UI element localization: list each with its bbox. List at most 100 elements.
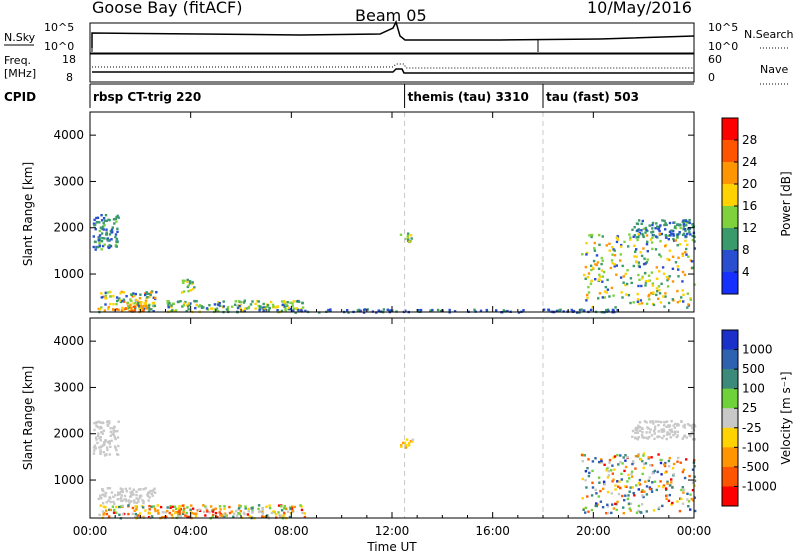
heatmap-cell — [223, 507, 226, 511]
heatmap-cell — [584, 479, 587, 482]
heatmap-cell — [612, 507, 616, 510]
heatmap-cell — [105, 228, 108, 231]
heatmap-cell — [98, 236, 101, 240]
heatmap-cell — [198, 304, 202, 307]
heatmap-cell — [635, 222, 639, 225]
heatmap-cell — [608, 461, 611, 464]
heatmap-cell — [236, 306, 240, 310]
heatmap-cell — [112, 218, 116, 221]
heatmap-cell — [429, 309, 432, 312]
y-tick-label: 1000 — [53, 473, 84, 487]
heatmap-cell — [686, 492, 689, 495]
heatmap-cell — [249, 303, 253, 306]
heatmap-cell — [105, 446, 109, 449]
heatmap-cell — [400, 444, 403, 447]
power-ylabel: Slant Range [km] — [21, 162, 35, 266]
heatmap-cell — [650, 434, 654, 437]
heatmap-cell — [585, 253, 588, 256]
heatmap-cell — [410, 237, 413, 240]
heatmap-cell — [676, 424, 679, 427]
heatmap-cell — [688, 221, 691, 225]
colorbar-label: 12 — [742, 221, 757, 235]
heatmap-cell — [129, 298, 132, 301]
heatmap-cell — [667, 425, 671, 428]
nsky-panel-frame — [89, 22, 695, 54]
heatmap-cell — [101, 236, 104, 240]
heatmap-cell — [411, 438, 414, 441]
heatmap-cell — [640, 434, 644, 437]
heatmap-cell — [130, 307, 133, 311]
x-tick-label: 04:00 — [173, 524, 208, 538]
heatmap-cell — [653, 480, 657, 483]
heatmap-cell — [657, 424, 660, 427]
heatmap-cell — [167, 304, 170, 307]
heatmap-cell — [663, 223, 666, 227]
heatmap-cell — [109, 500, 112, 504]
heatmap-cell — [680, 488, 683, 492]
heatmap-cell — [637, 454, 640, 457]
heatmap-cell — [666, 257, 669, 261]
heatmap-cell — [215, 308, 219, 311]
heatmap-cell — [659, 480, 662, 483]
heatmap-cell — [164, 511, 167, 514]
heatmap-cell — [631, 486, 634, 489]
heatmap-cell — [684, 221, 687, 224]
heatmap-cell — [288, 515, 292, 519]
heatmap-cell — [651, 247, 654, 251]
heatmap-cell — [218, 505, 222, 508]
heatmap-cell — [95, 424, 98, 428]
heatmap-cell — [620, 478, 623, 481]
heatmap-cell — [179, 515, 182, 518]
heatmap-cell — [399, 233, 403, 236]
heatmap-cell — [409, 440, 413, 443]
heatmap-cell — [93, 444, 97, 447]
heatmap-cell — [693, 465, 696, 468]
heatmap-cell — [679, 461, 682, 464]
heatmap-cell — [191, 507, 195, 510]
heatmap-cell — [244, 505, 247, 508]
heatmap-cell — [262, 309, 265, 312]
heatmap-cell — [666, 482, 669, 485]
heatmap-cell — [606, 278, 609, 282]
heatmap-cell — [285, 303, 288, 307]
heatmap-cell — [187, 284, 190, 287]
heatmap-cell — [148, 512, 151, 515]
heatmap-cell — [629, 236, 632, 239]
heatmap-cell — [657, 485, 661, 488]
heatmap-cell — [687, 303, 690, 306]
heatmap-cell — [124, 498, 127, 501]
heatmap-cell — [683, 476, 687, 480]
heatmap-cell — [666, 480, 669, 483]
heatmap-cell — [100, 219, 104, 222]
heatmap-cell — [642, 227, 646, 231]
heatmap-cell — [263, 308, 266, 311]
heatmap-cell — [664, 471, 667, 474]
heatmap-cell — [682, 300, 685, 303]
heatmap-cell — [620, 472, 623, 476]
heatmap-cell — [148, 508, 151, 511]
heatmap-cell — [118, 491, 121, 494]
heatmap-cell — [195, 512, 198, 515]
heatmap-cell — [147, 310, 151, 313]
heatmap-cell — [683, 423, 686, 427]
heatmap-cell — [657, 297, 660, 300]
heatmap-cell — [639, 429, 642, 432]
heatmap-cell — [542, 308, 546, 311]
heatmap-cell — [138, 494, 142, 498]
heatmap-cell — [646, 437, 650, 440]
heatmap-cell — [656, 290, 659, 293]
heatmap-cell — [626, 456, 630, 459]
nsearch-label: N.Search — [744, 28, 794, 41]
heatmap-cell — [656, 277, 659, 280]
heatmap-cell — [136, 302, 140, 305]
heatmap-cell — [283, 304, 286, 307]
heatmap-cell — [676, 289, 679, 293]
heatmap-cell — [672, 232, 675, 236]
heatmap-cell — [603, 483, 606, 486]
heatmap-cell — [102, 295, 105, 299]
heatmap-cell — [678, 509, 682, 513]
heatmap-cell — [189, 302, 192, 305]
heatmap-cell — [213, 303, 217, 306]
heatmap-cell — [177, 300, 180, 303]
heatmap-cell — [131, 512, 134, 516]
